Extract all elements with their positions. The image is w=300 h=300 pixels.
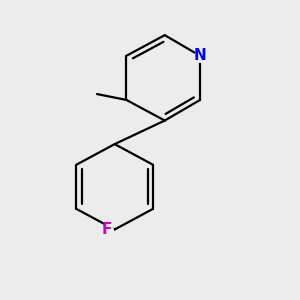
Text: N: N [194,48,206,63]
Text: F: F [102,222,112,237]
